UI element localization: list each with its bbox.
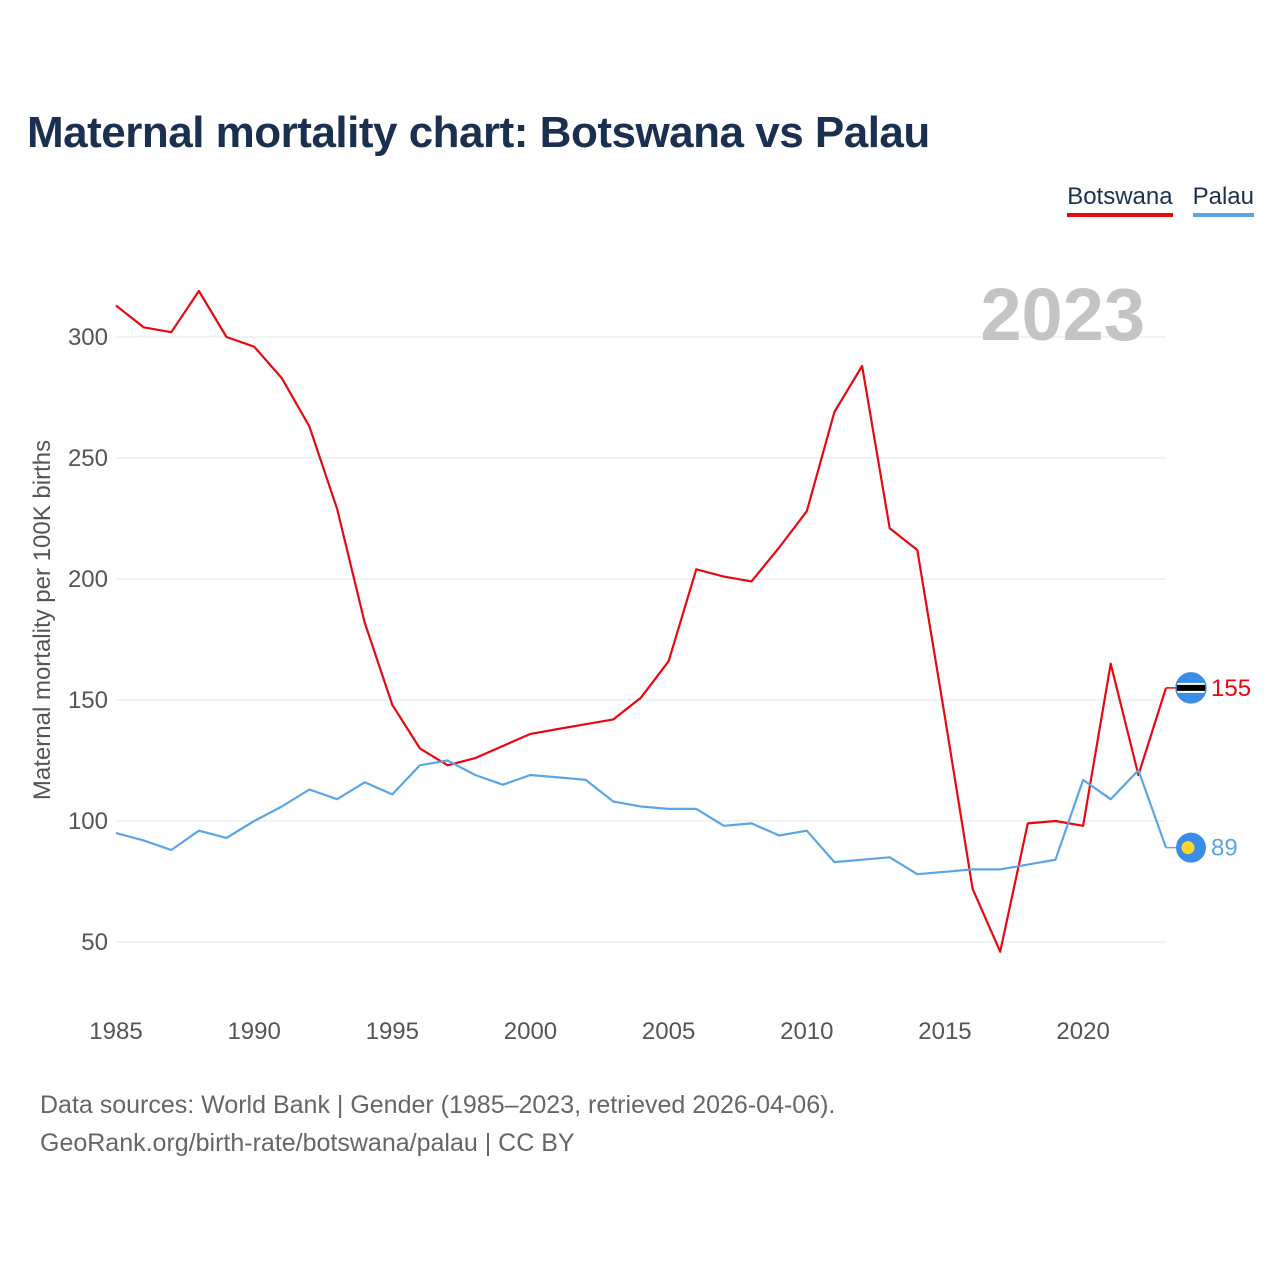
x-axis-ticks: 1985 1990 1995 2000 2005 2010 2015 2020 xyxy=(89,1018,1109,1045)
y-axis-ticks: 50 100 150 200 250 300 xyxy=(68,324,108,956)
end-value-label-botswana: 155 xyxy=(1211,675,1251,702)
current-year-label: 2023 xyxy=(980,273,1145,356)
y-tick-label-300: 300 xyxy=(68,324,108,351)
x-tick-label-2020: 2020 xyxy=(1056,1018,1109,1045)
x-tick-label-2000: 2000 xyxy=(504,1018,557,1045)
series-lines xyxy=(115,289,1168,953)
x-tick-label-1990: 1990 xyxy=(227,1018,280,1045)
x-tick-label-2005: 2005 xyxy=(642,1018,695,1045)
series-line-botswana xyxy=(115,289,1168,953)
source-line-2[interactable]: GeoRank.org/birth-rate/botswana/palau | … xyxy=(40,1129,575,1157)
y-tick-label-200: 200 xyxy=(68,566,108,593)
x-tick-label-2015: 2015 xyxy=(918,1018,971,1045)
series-line-palau xyxy=(115,759,1168,876)
end-markers: 155 89 xyxy=(1166,672,1251,863)
y-tick-label-100: 100 xyxy=(68,808,108,835)
source-line-1: Data sources: World Bank | Gender (1985–… xyxy=(40,1091,836,1119)
gridlines xyxy=(116,336,1166,943)
legend-item-botswana[interactable]: Botswana xyxy=(1067,183,1173,217)
legend-item-palau[interactable]: Palau xyxy=(1192,183,1254,217)
chart-title: Maternal mortality chart: Botswana vs Pa… xyxy=(27,108,930,157)
line-chart: 50 100 150 200 250 300 1985 1990 1995 2000 2005 20… xyxy=(29,273,1251,1045)
flag-moon xyxy=(1181,841,1195,855)
x-tick-label-1995: 1995 xyxy=(366,1018,419,1045)
y-tick-label-150: 150 xyxy=(68,687,108,714)
source-note: Data sources: World Bank | Gender (1985–… xyxy=(40,1086,835,1162)
x-tick-label-1985: 1985 xyxy=(89,1018,142,1045)
x-tick-label-2010: 2010 xyxy=(780,1018,833,1045)
end-value-label-palau: 89 xyxy=(1211,835,1238,862)
flag-icon-botswana xyxy=(1175,672,1207,704)
flag-rim xyxy=(1175,672,1207,704)
y-axis-label: Maternal mortality per 100K births xyxy=(29,440,56,800)
flag-band-black xyxy=(1176,684,1206,691)
y-tick-label-50: 50 xyxy=(81,929,108,956)
legend: Botswana Palau xyxy=(1067,183,1254,217)
flag-icon-palau xyxy=(1176,832,1206,863)
y-tick-label-250: 250 xyxy=(68,445,108,472)
